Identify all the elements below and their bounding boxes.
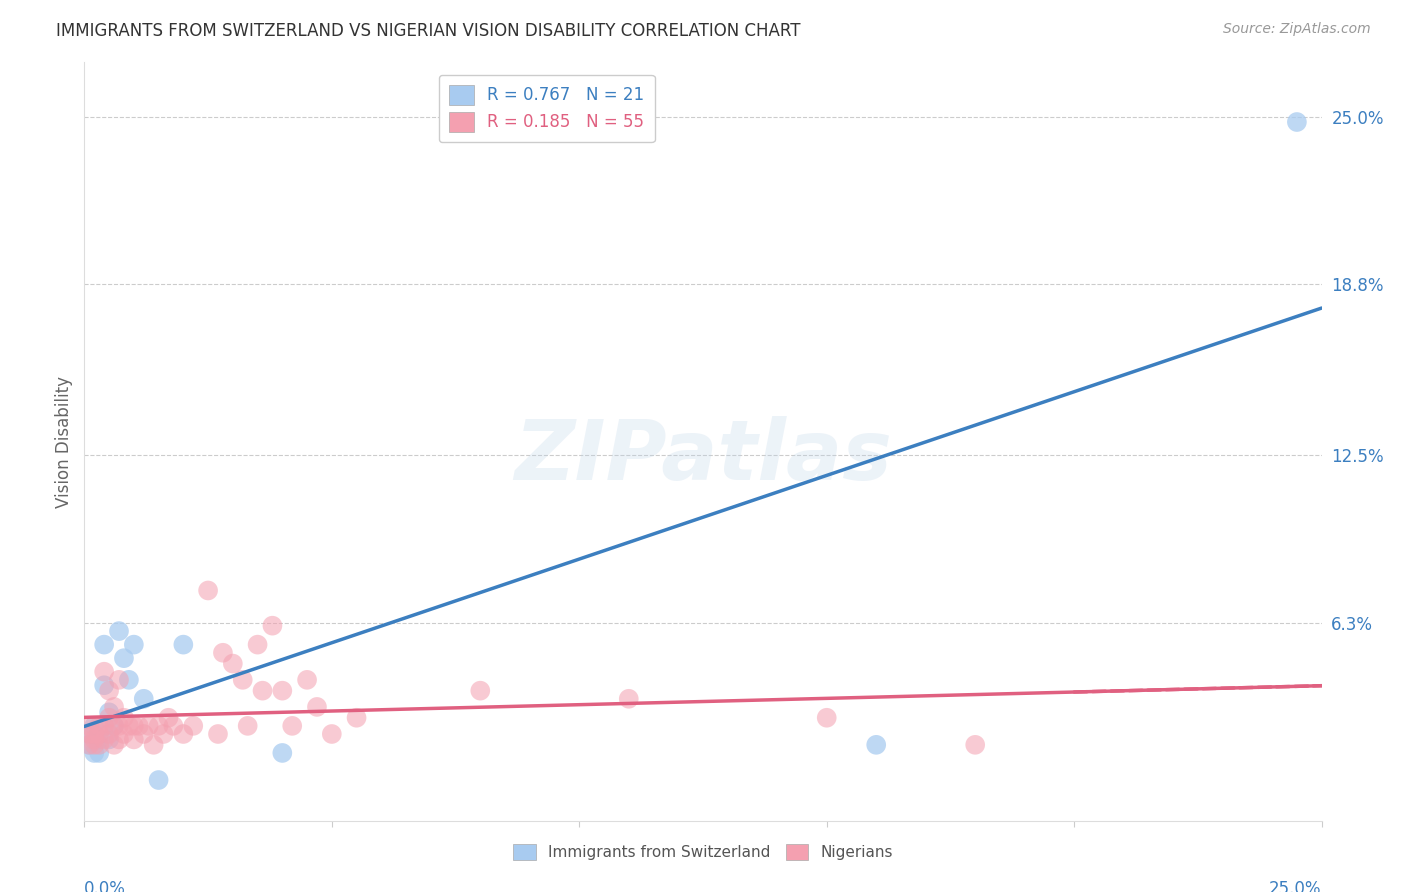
Point (93, 678, 115, 692)
Point (1285, 115, 1308, 129)
Point (132, 727, 155, 741)
Point (142, 738, 165, 752)
Point (346, 711, 368, 725)
Point (83, 719, 105, 733)
Point (103, 738, 125, 752)
Point (79, 727, 101, 741)
Text: 25.0%: 25.0% (1270, 880, 1322, 892)
Point (118, 719, 141, 733)
Text: IMMIGRANTS FROM SWITZERLAND VS NIGERIAN VISION DISABILITY CORRELATION CHART: IMMIGRANTS FROM SWITZERLAND VS NIGERIAN … (56, 22, 801, 40)
Point (108, 719, 131, 733)
Point (83, 727, 105, 741)
Point (93, 732, 115, 747)
Point (197, 583, 219, 598)
Point (207, 727, 229, 741)
Y-axis label: Vision Disability: Vision Disability (55, 376, 73, 508)
Point (112, 651, 135, 665)
Point (79, 719, 101, 733)
Point (112, 711, 135, 725)
Point (98, 706, 121, 720)
Point (148, 772, 170, 787)
Point (98, 732, 121, 747)
Point (246, 638, 269, 652)
Point (236, 719, 259, 733)
Point (212, 646, 235, 660)
Point (89, 732, 111, 747)
Point (112, 727, 135, 741)
Point (89, 727, 111, 741)
Point (108, 624, 131, 639)
Point (83, 738, 105, 752)
Point (98, 683, 121, 698)
Point (470, 683, 492, 698)
Point (965, 738, 987, 752)
Point (118, 673, 141, 687)
Point (815, 711, 838, 725)
Point (222, 657, 245, 671)
Point (122, 638, 145, 652)
Point (138, 719, 160, 733)
Point (89, 719, 111, 733)
Point (83, 746, 105, 760)
Point (271, 746, 294, 760)
Point (79, 738, 101, 752)
Point (122, 719, 145, 733)
Text: Source: ZipAtlas.com: Source: ZipAtlas.com (1223, 22, 1371, 37)
Point (172, 638, 194, 652)
Point (128, 719, 150, 733)
Point (122, 732, 145, 747)
Point (262, 618, 284, 632)
Text: ZIPatlas: ZIPatlas (515, 417, 891, 497)
Point (321, 727, 343, 741)
Point (181, 719, 204, 733)
Point (232, 673, 254, 687)
Point (89, 746, 111, 760)
Point (108, 732, 131, 747)
Text: 0.0%: 0.0% (84, 880, 127, 892)
Point (93, 665, 115, 679)
Point (108, 673, 131, 687)
Point (98, 727, 121, 741)
Point (252, 683, 274, 698)
Point (79, 727, 101, 741)
Point (103, 719, 125, 733)
Point (281, 719, 304, 733)
Point (162, 719, 184, 733)
Point (83, 732, 105, 747)
Point (617, 691, 640, 706)
Point (157, 711, 180, 725)
Point (132, 691, 155, 706)
Point (172, 727, 194, 741)
Point (98, 711, 121, 725)
Legend: Immigrants from Switzerland, Nigerians: Immigrants from Switzerland, Nigerians (506, 838, 900, 866)
Point (103, 719, 125, 733)
Point (271, 683, 294, 698)
Point (305, 699, 328, 714)
Point (93, 719, 115, 733)
Point (865, 738, 887, 752)
Point (93, 638, 115, 652)
Point (89, 738, 111, 752)
Point (295, 673, 318, 687)
Point (148, 719, 170, 733)
Point (103, 699, 125, 714)
Point (79, 738, 101, 752)
Point (152, 727, 174, 741)
